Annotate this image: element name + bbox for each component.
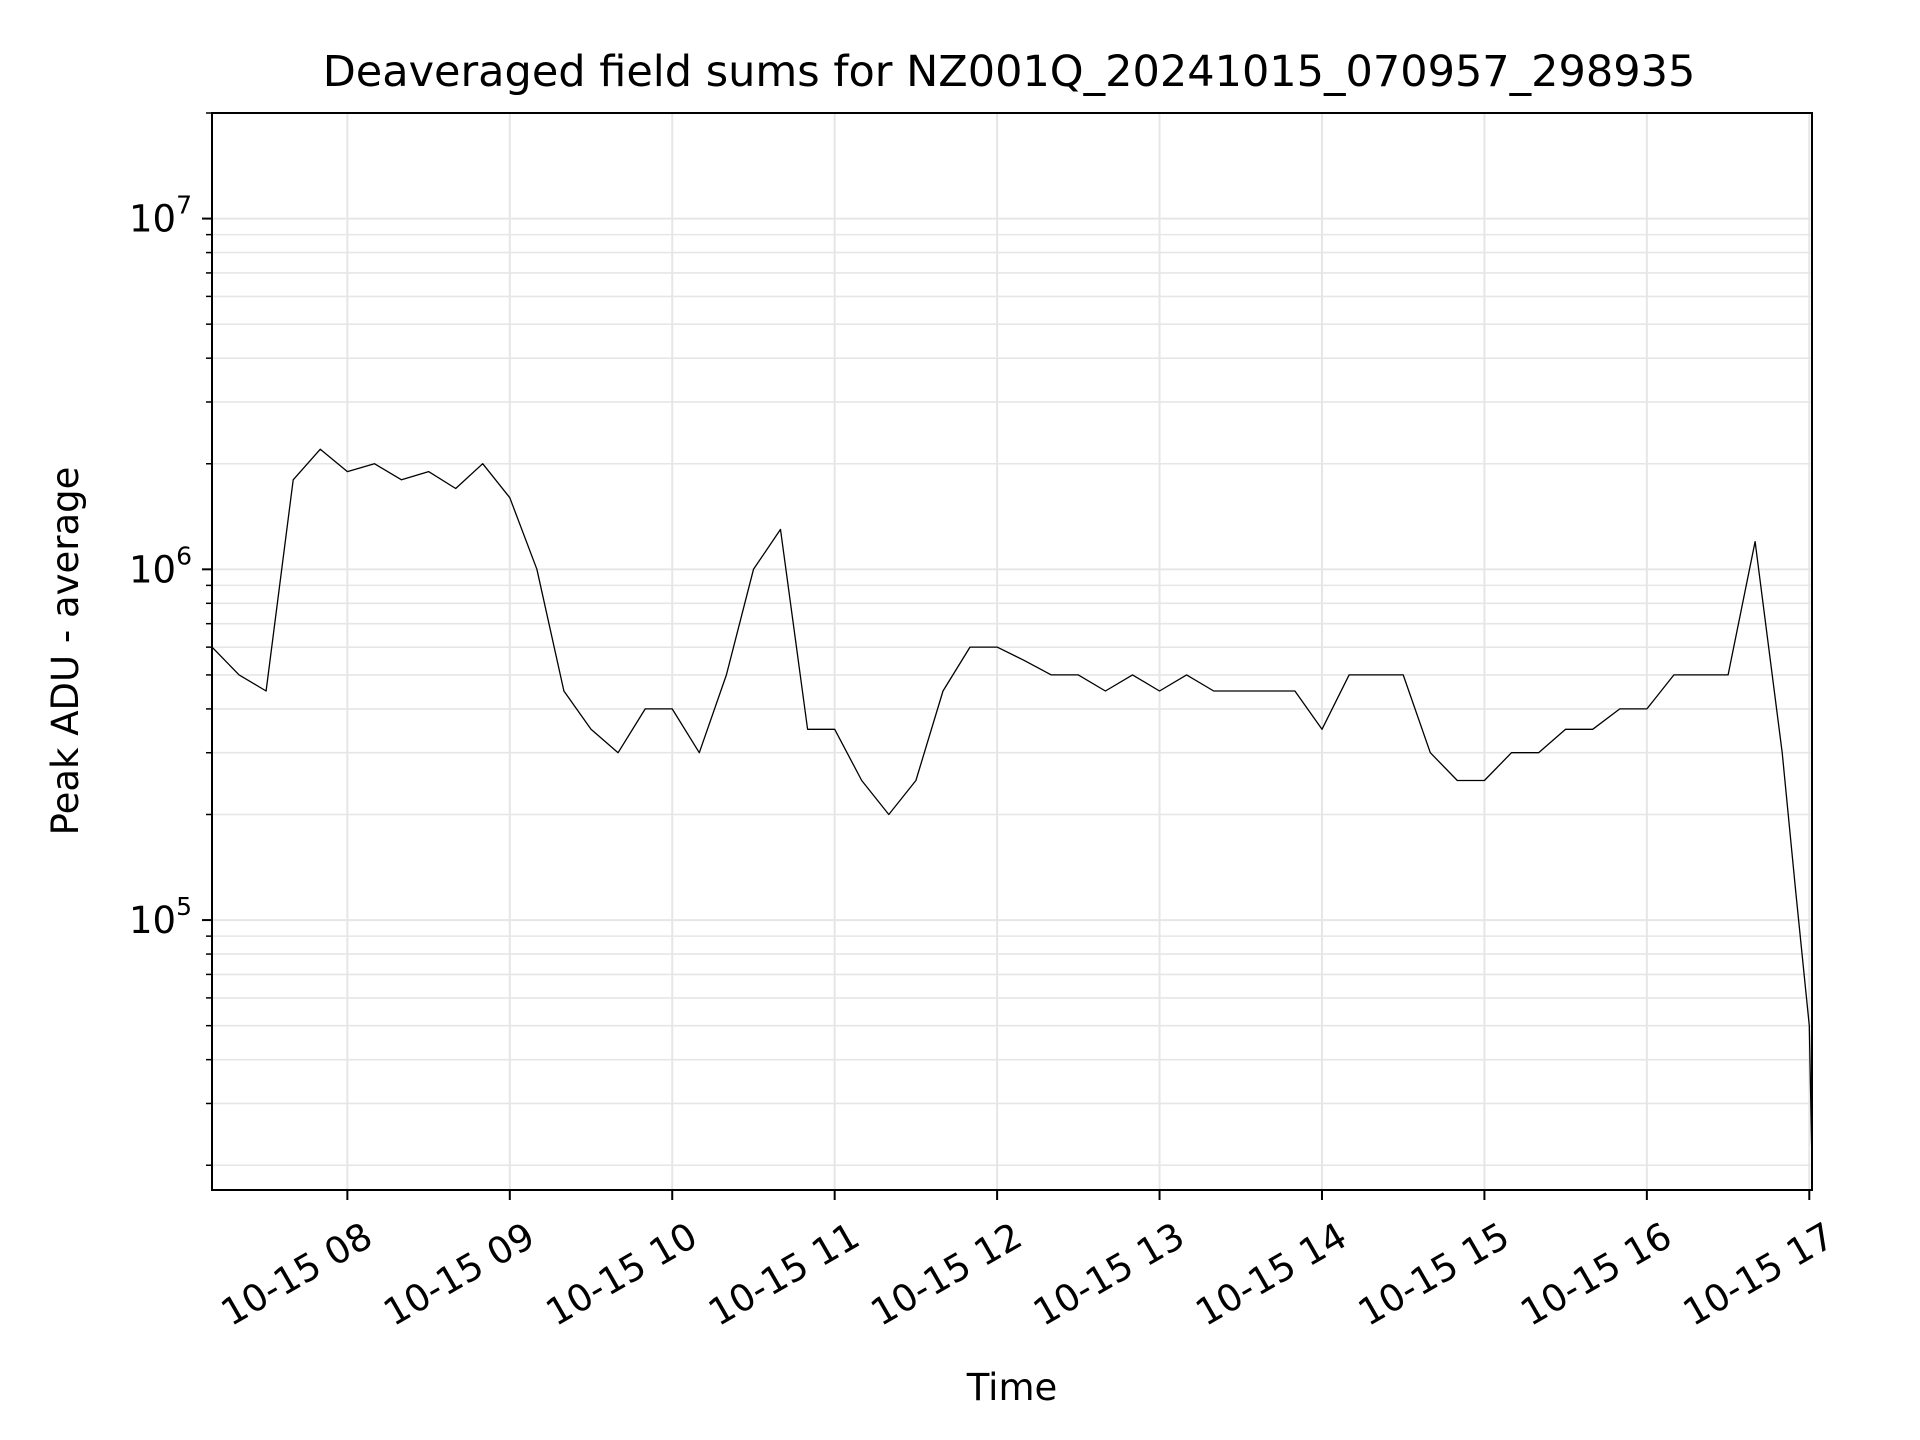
y-tick-label: 106 <box>129 541 192 591</box>
y-axis-label: Peak ADU - average <box>44 467 87 836</box>
series-line <box>211 448 1813 1166</box>
plot-frame <box>211 112 1813 1191</box>
grid <box>212 112 1812 1190</box>
y-tick-label: 105 <box>129 892 192 942</box>
chart-title: Deaveraged field sums for NZ001Q_2024101… <box>323 47 1696 97</box>
y-axis: 105 106 107 <box>129 112 212 1166</box>
series-layer <box>211 448 1813 1166</box>
x-axis-label: Time <box>966 1366 1058 1409</box>
y-tick-label: 107 <box>129 191 192 241</box>
